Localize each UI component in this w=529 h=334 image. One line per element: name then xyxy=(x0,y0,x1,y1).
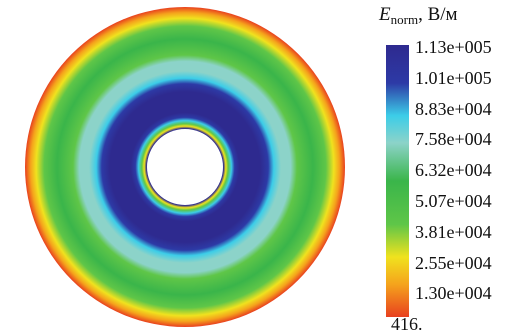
colorbar-tick-label: 2.55e+004 xyxy=(415,252,492,273)
colorbar xyxy=(386,45,409,317)
colorbar-tick-label: 1.13e+005 xyxy=(415,37,492,57)
colorbar-tick-label: 1.01e+005 xyxy=(415,67,492,88)
colorbar-tick-label: 7.58e+004 xyxy=(415,129,492,150)
inner-hole xyxy=(147,129,223,205)
legend-units: , В/м xyxy=(418,4,458,25)
legend-quantity-subscript: norm xyxy=(390,12,419,27)
colorbar-tick-label: 8.83e+004 xyxy=(415,98,492,119)
legend-title: Enorm, В/м xyxy=(379,4,458,27)
colorbar-tick-label: 5.07e+004 xyxy=(415,191,492,211)
colorbar-tick-label: 3.81e+004 xyxy=(415,221,492,242)
colorbar-tick-label: 1.30e+004 xyxy=(415,283,492,304)
colorbar-tick-label: 6.32e+004 xyxy=(415,160,492,181)
field-contour-plot xyxy=(25,7,345,327)
colorbar-tick-label: 416. xyxy=(391,314,423,334)
colorbar-gradient xyxy=(386,45,409,317)
legend-quantity-symbol: E xyxy=(379,4,391,25)
